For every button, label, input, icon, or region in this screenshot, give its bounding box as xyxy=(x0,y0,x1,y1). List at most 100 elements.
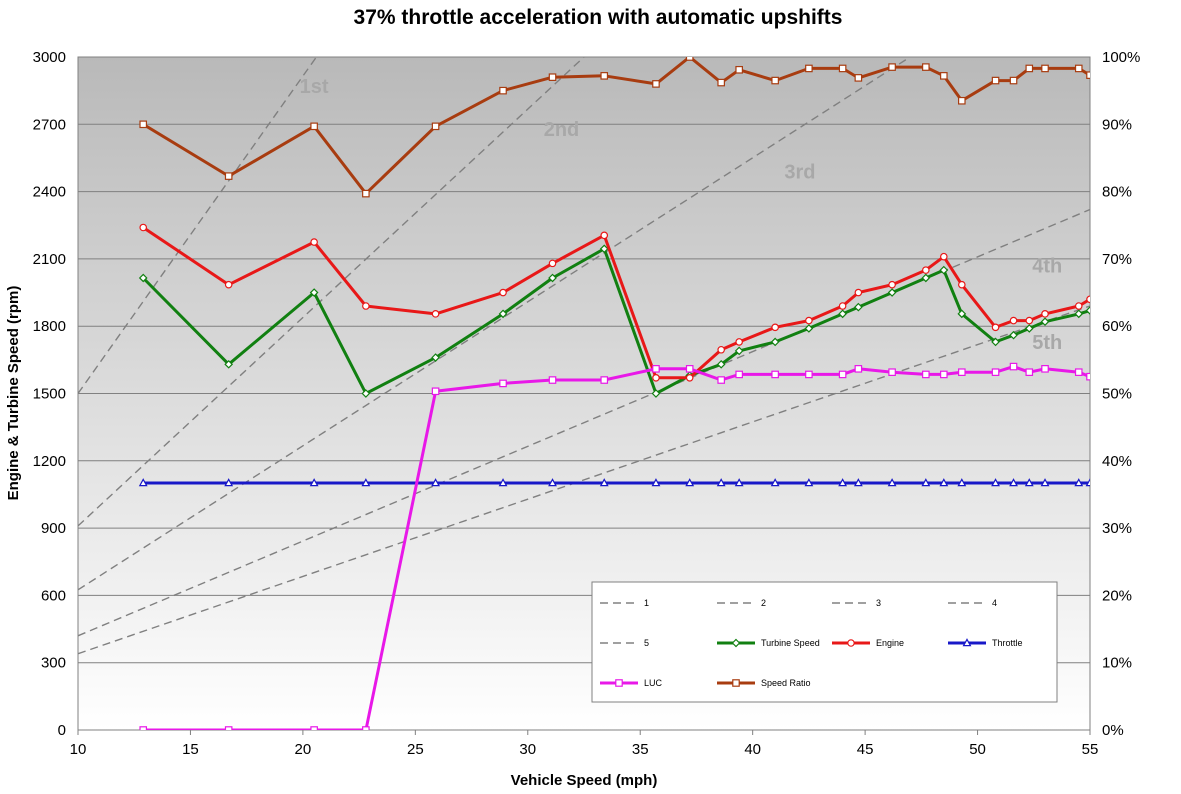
data-point xyxy=(310,238,318,246)
legend-label: 4 xyxy=(992,598,997,608)
data-point xyxy=(139,120,148,129)
data-point xyxy=(499,86,507,95)
y2-tick-label: 100% xyxy=(1102,49,1140,66)
legend-item-5: 5 xyxy=(600,638,649,648)
data-point xyxy=(1074,368,1083,376)
y-axis-title: Engine & Turbine Speed (rpm) xyxy=(5,286,22,501)
legend-item-speed-ratio: Speed Ratio xyxy=(717,678,811,688)
legend-item-3: 3 xyxy=(832,598,881,608)
x-tick-label: 25 xyxy=(407,741,424,758)
data-point xyxy=(770,478,780,487)
data-point xyxy=(1085,306,1090,315)
y-tick-label: 1800 xyxy=(33,318,66,335)
data-point xyxy=(887,478,897,487)
data-point xyxy=(958,368,966,376)
series-5 xyxy=(78,305,1090,655)
legend-item-1: 1 xyxy=(600,598,649,608)
y2-axis-ticks: 0% 10% 20% 30% 40% 50% 60% 70% 80% 90% 100% xyxy=(1102,49,1140,739)
series-line-2 xyxy=(78,57,585,527)
data-point xyxy=(685,365,694,373)
legend-item-2: 2 xyxy=(717,598,766,608)
data-point xyxy=(735,370,743,379)
data-point xyxy=(957,478,967,487)
legend-item-turbine-speed: Turbine Speed xyxy=(717,638,820,648)
data-point xyxy=(734,346,744,356)
data-point xyxy=(1041,64,1049,73)
data-point xyxy=(1009,362,1018,371)
data-point xyxy=(1024,324,1034,333)
y-tick-label: 900 xyxy=(41,520,66,537)
x-tick-label: 40 xyxy=(744,741,761,758)
data-point xyxy=(991,368,1000,376)
y-tick-label: 2100 xyxy=(33,251,66,268)
legend-item-4: 4 xyxy=(948,598,997,608)
series-throttle xyxy=(138,478,1090,487)
data-point xyxy=(991,323,1000,332)
data-point xyxy=(1024,478,1034,487)
data-point xyxy=(685,57,694,61)
legend-label: 1 xyxy=(644,598,649,608)
y-tick-label: 2400 xyxy=(33,184,66,201)
y2-tick-label: 10% xyxy=(1102,655,1132,672)
data-point xyxy=(431,122,440,131)
x-axis-title: Vehicle Speed (mph) xyxy=(511,772,658,789)
data-point xyxy=(838,64,847,73)
legend-marker xyxy=(615,679,623,687)
data-point xyxy=(838,370,847,379)
data-point xyxy=(1041,310,1049,318)
data-point xyxy=(600,376,609,384)
data-point xyxy=(1086,295,1090,304)
data-point xyxy=(361,478,371,487)
data-point xyxy=(310,726,318,730)
data-point xyxy=(771,323,779,332)
data-point xyxy=(838,302,847,310)
data-point xyxy=(548,73,557,81)
data-point xyxy=(940,72,948,80)
data-point xyxy=(599,244,609,254)
series-1 xyxy=(78,57,317,394)
series-layer xyxy=(78,57,1090,730)
data-point xyxy=(887,288,897,297)
y2-tick-label: 90% xyxy=(1102,116,1132,133)
x-tick-label: 45 xyxy=(857,741,874,758)
data-point xyxy=(940,370,948,379)
legend-marker xyxy=(847,639,855,647)
data-point xyxy=(1074,302,1083,310)
x-axis-ticks: 10 15 20 25 30 35 40 45 50 55 xyxy=(70,730,1098,758)
data-point xyxy=(922,370,930,379)
data-point xyxy=(888,280,896,289)
series-line-3 xyxy=(78,57,911,591)
data-point xyxy=(1074,64,1083,73)
data-point xyxy=(991,478,1000,487)
chart-title: 37% throttle acceleration with automatic… xyxy=(354,6,843,29)
y-tick-label: 1500 xyxy=(33,386,66,403)
legend-label: 2 xyxy=(761,598,766,608)
data-point xyxy=(1086,71,1090,79)
gear-label: 1st xyxy=(300,76,329,98)
data-point xyxy=(498,478,508,487)
data-point xyxy=(853,478,863,487)
data-point xyxy=(888,63,896,71)
data-point xyxy=(1025,368,1034,376)
y-tick-label: 1200 xyxy=(33,453,66,470)
data-point xyxy=(548,273,557,283)
data-point xyxy=(734,478,744,487)
legend-item-throttle: Throttle xyxy=(948,638,1023,648)
data-point xyxy=(717,78,725,87)
data-point xyxy=(991,337,1000,347)
data-point xyxy=(652,373,660,382)
data-point xyxy=(138,478,148,487)
data-point xyxy=(224,478,234,487)
data-point xyxy=(362,189,370,198)
series-line-1 xyxy=(78,57,317,394)
x-tick-label: 20 xyxy=(295,741,312,758)
legend-item-engine: Engine xyxy=(832,638,904,648)
series-turbine-speed xyxy=(138,244,1090,398)
legend-label: Engine xyxy=(876,638,904,648)
data-point xyxy=(922,266,930,274)
y-tick-label: 600 xyxy=(41,587,66,604)
data-point xyxy=(854,74,863,82)
data-point xyxy=(940,252,948,261)
data-point xyxy=(838,309,847,319)
